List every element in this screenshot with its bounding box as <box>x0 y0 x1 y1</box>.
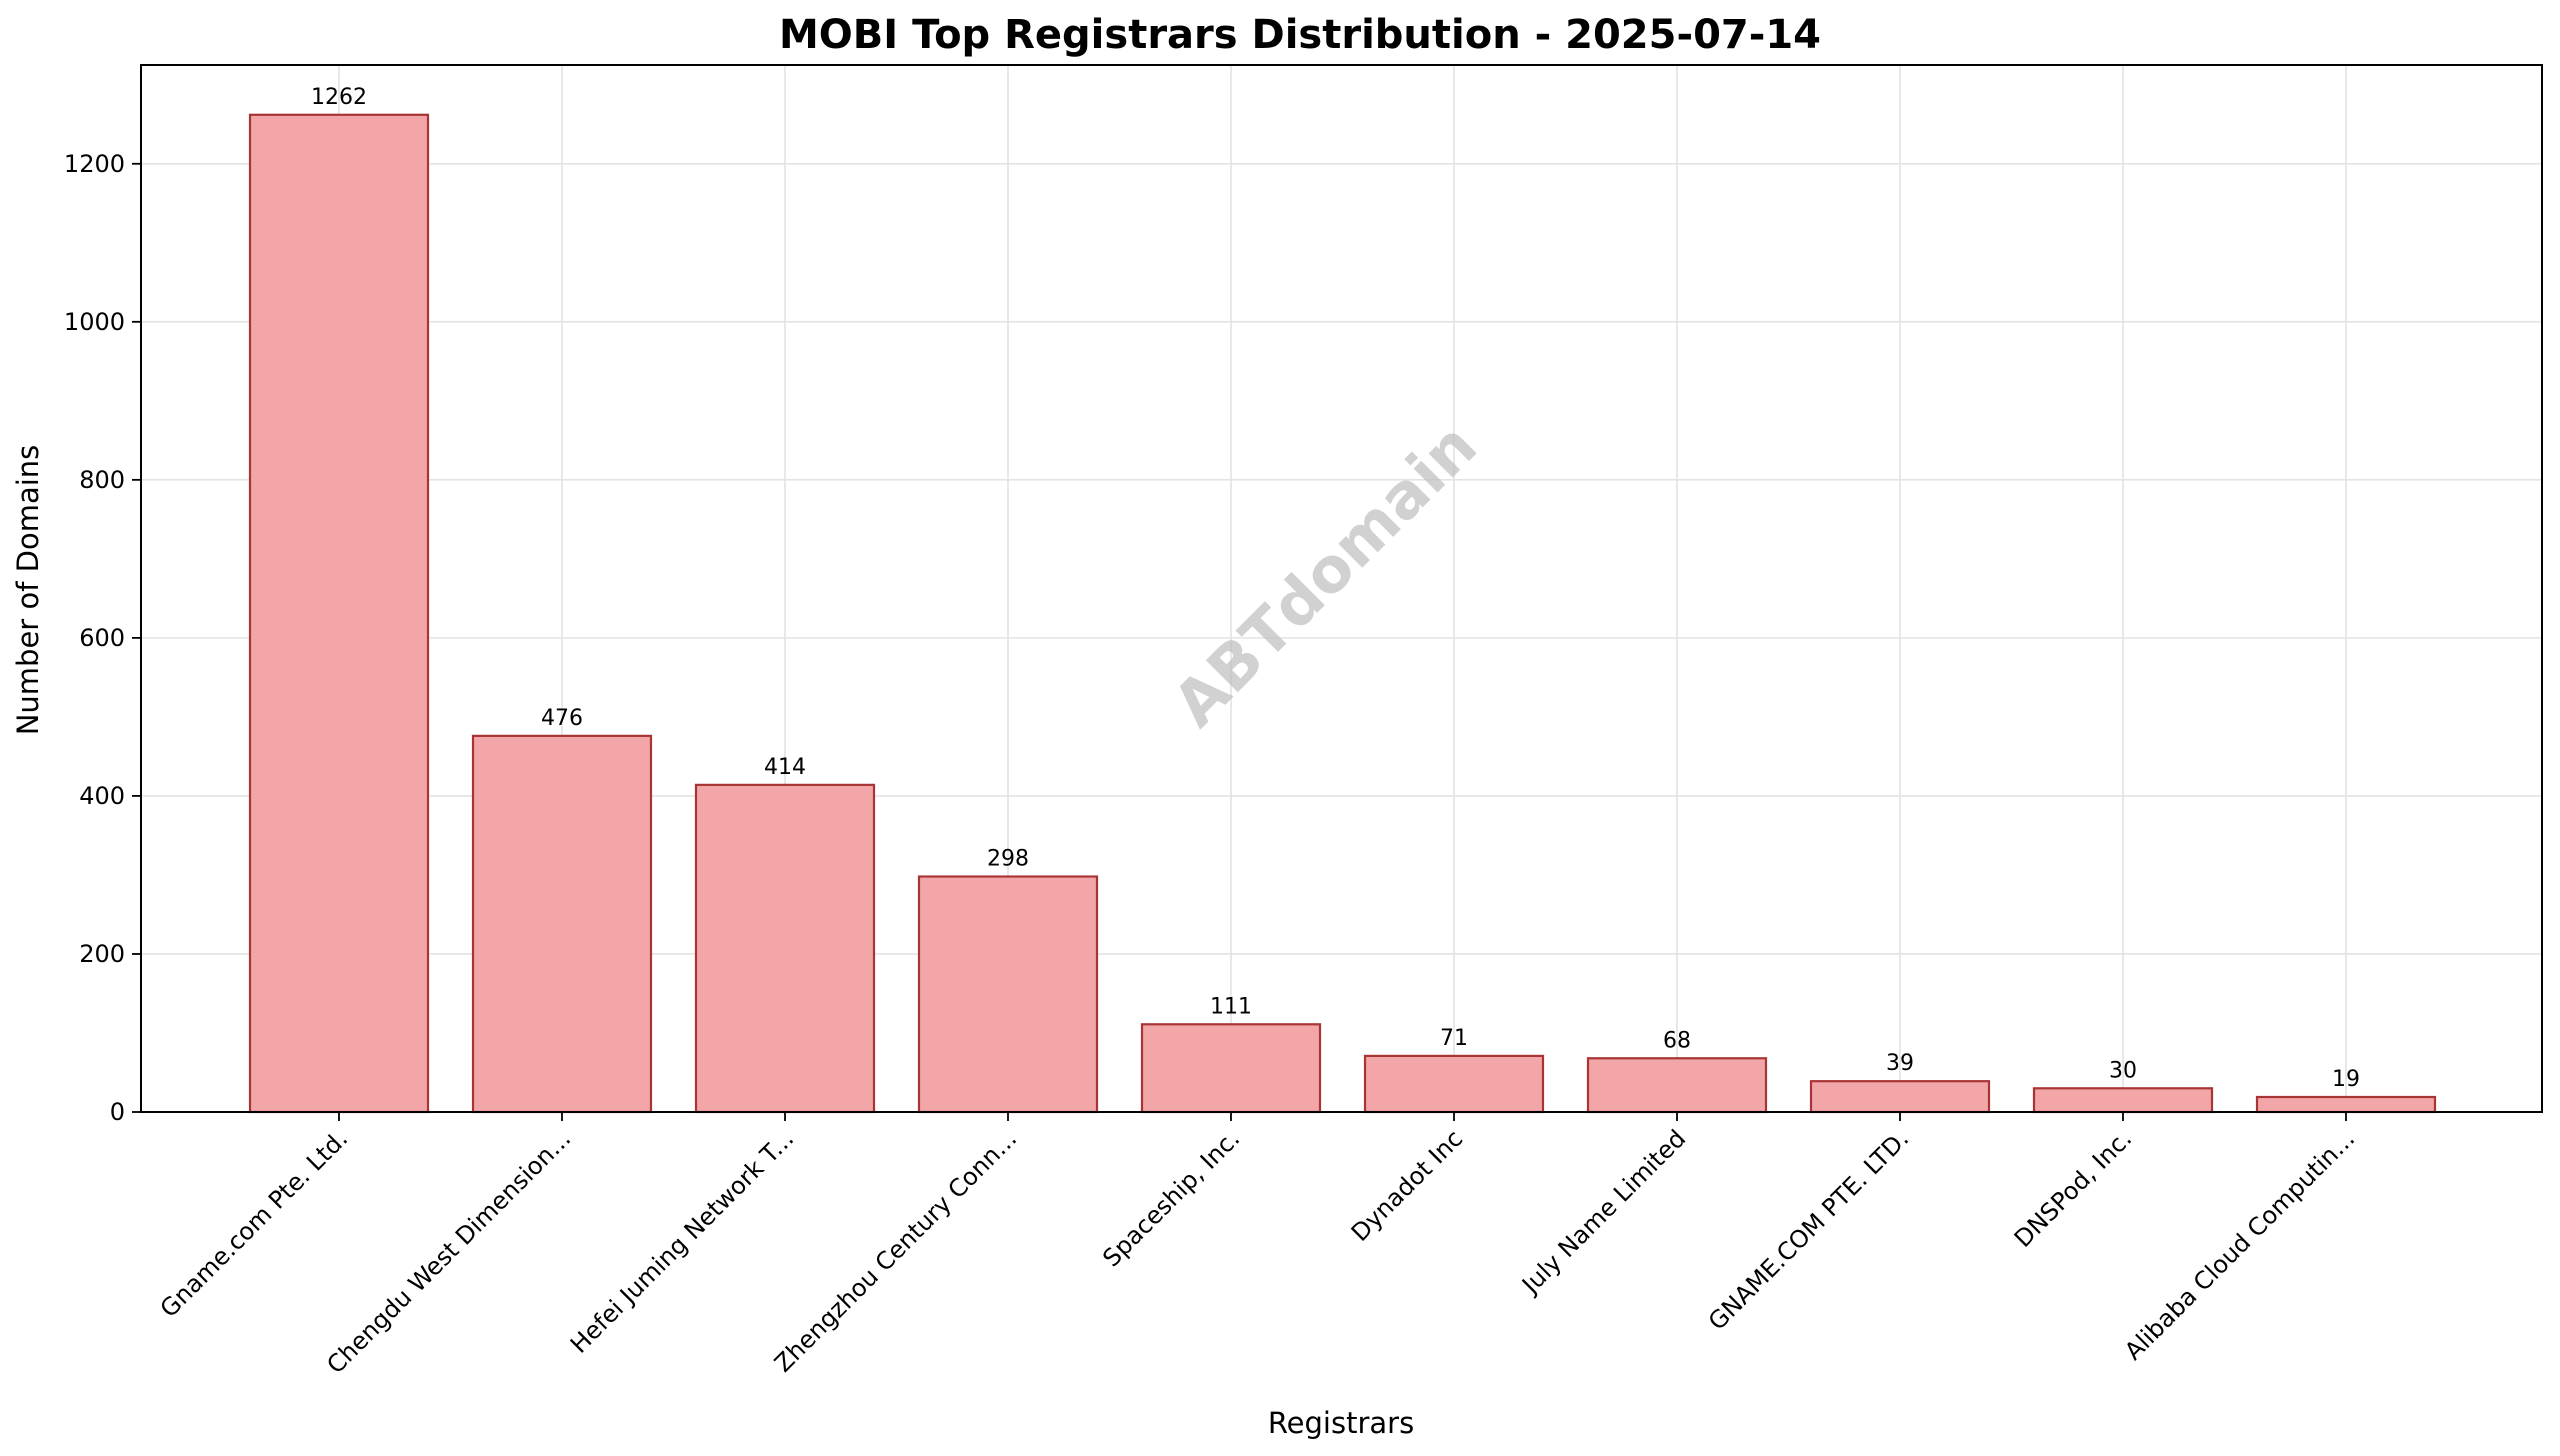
plot-frame <box>140 64 2543 1113</box>
bar <box>1809 1080 1991 1114</box>
x-tick-label: Chengdu West Dimension... <box>321 1124 576 1379</box>
chart-title: MOBI Top Registrars Distribution - 2025-… <box>779 12 1821 58</box>
bar-value-label: 298 <box>987 847 1029 872</box>
bar <box>917 875 1099 1114</box>
bar-value-label: 71 <box>1440 1026 1468 1051</box>
y-tick-label: 800 <box>79 466 125 494</box>
y-axis-label: Number of Domains <box>11 445 45 736</box>
y-tick-label: 1000 <box>64 308 125 336</box>
x-tick-label: Dynadot Inc <box>1346 1124 1468 1246</box>
bar <box>2255 1095 2437 1114</box>
x-tick-label: Hefei Juming Network T... <box>565 1124 799 1358</box>
x-tick-label: Alibaba Cloud Computin... <box>2119 1124 2360 1365</box>
x-tick-label: Spaceship, Inc. <box>1097 1124 1245 1272</box>
bar <box>694 783 876 1114</box>
bar-value-label: 30 <box>2109 1058 2137 1083</box>
bar-value-label: 68 <box>1663 1028 1691 1053</box>
y-tick-label: 0 <box>110 1098 125 1126</box>
x-tick-label: Zhengzhou Century Conn... <box>769 1124 1022 1377</box>
bar-value-label: 19 <box>2332 1067 2360 1092</box>
y-tick-label: 400 <box>79 782 125 810</box>
bar-value-label: 476 <box>541 706 583 731</box>
bar <box>471 734 653 1114</box>
x-tick-label: DNSPod, Inc. <box>2009 1124 2137 1252</box>
x-axis: Gname.com Pte. Ltd.Chengdu West Dimensio… <box>155 1112 2360 1379</box>
watermark: ABTdomain <box>1159 409 1491 741</box>
bar-value-label: 111 <box>1210 994 1252 1019</box>
bar <box>1140 1023 1322 1114</box>
bar <box>2032 1087 2214 1114</box>
x-tick-label: GNAME.COM PTE. LTD. <box>1703 1124 1914 1335</box>
bars-group <box>248 113 2437 1114</box>
x-tick-label: July Name Limited <box>1515 1124 1691 1300</box>
bar <box>248 113 430 1114</box>
y-axis: 0 200 400 600 800 1000 1200 <box>64 150 141 1126</box>
x-axis-label: Registrars <box>1268 1406 1414 1440</box>
bar <box>1363 1054 1545 1114</box>
x-tick-label: Gname.com Pte. Ltd. <box>155 1124 354 1323</box>
bar-value-label: 414 <box>764 755 806 780</box>
y-tick-label: 600 <box>79 624 125 652</box>
bar-value-label: 39 <box>1886 1051 1914 1076</box>
y-tick-label: 200 <box>79 940 125 968</box>
bar <box>1586 1057 1768 1114</box>
y-tick-label: 1200 <box>64 150 125 178</box>
data-labels-group: 1262 476 414 298 111 71 68 39 30 19 <box>311 85 2360 1092</box>
bar-value-label: 1262 <box>311 85 367 110</box>
